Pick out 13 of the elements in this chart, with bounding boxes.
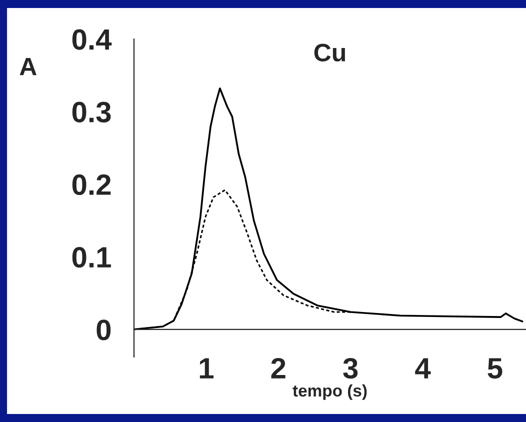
x-tick-label: 4: [415, 358, 431, 378]
y-tick-label: 0.1: [72, 247, 111, 268]
y-tick-label: 0.3: [72, 102, 111, 122]
y-tick-label: 0: [96, 320, 111, 340]
x-axis-title: tempo (s): [292, 384, 367, 400]
x-tick-label: 1: [200, 358, 214, 378]
y-tick-label: 0.2: [72, 174, 111, 196]
y-axis-title: A: [20, 58, 37, 76]
chart-title: Cu: [314, 44, 346, 62]
x-tick-label: 3: [343, 358, 358, 379]
x-tick-label: 2: [271, 358, 286, 378]
x-tick-label: 5: [488, 358, 502, 379]
y-tick-label: 0.4: [72, 29, 112, 50]
